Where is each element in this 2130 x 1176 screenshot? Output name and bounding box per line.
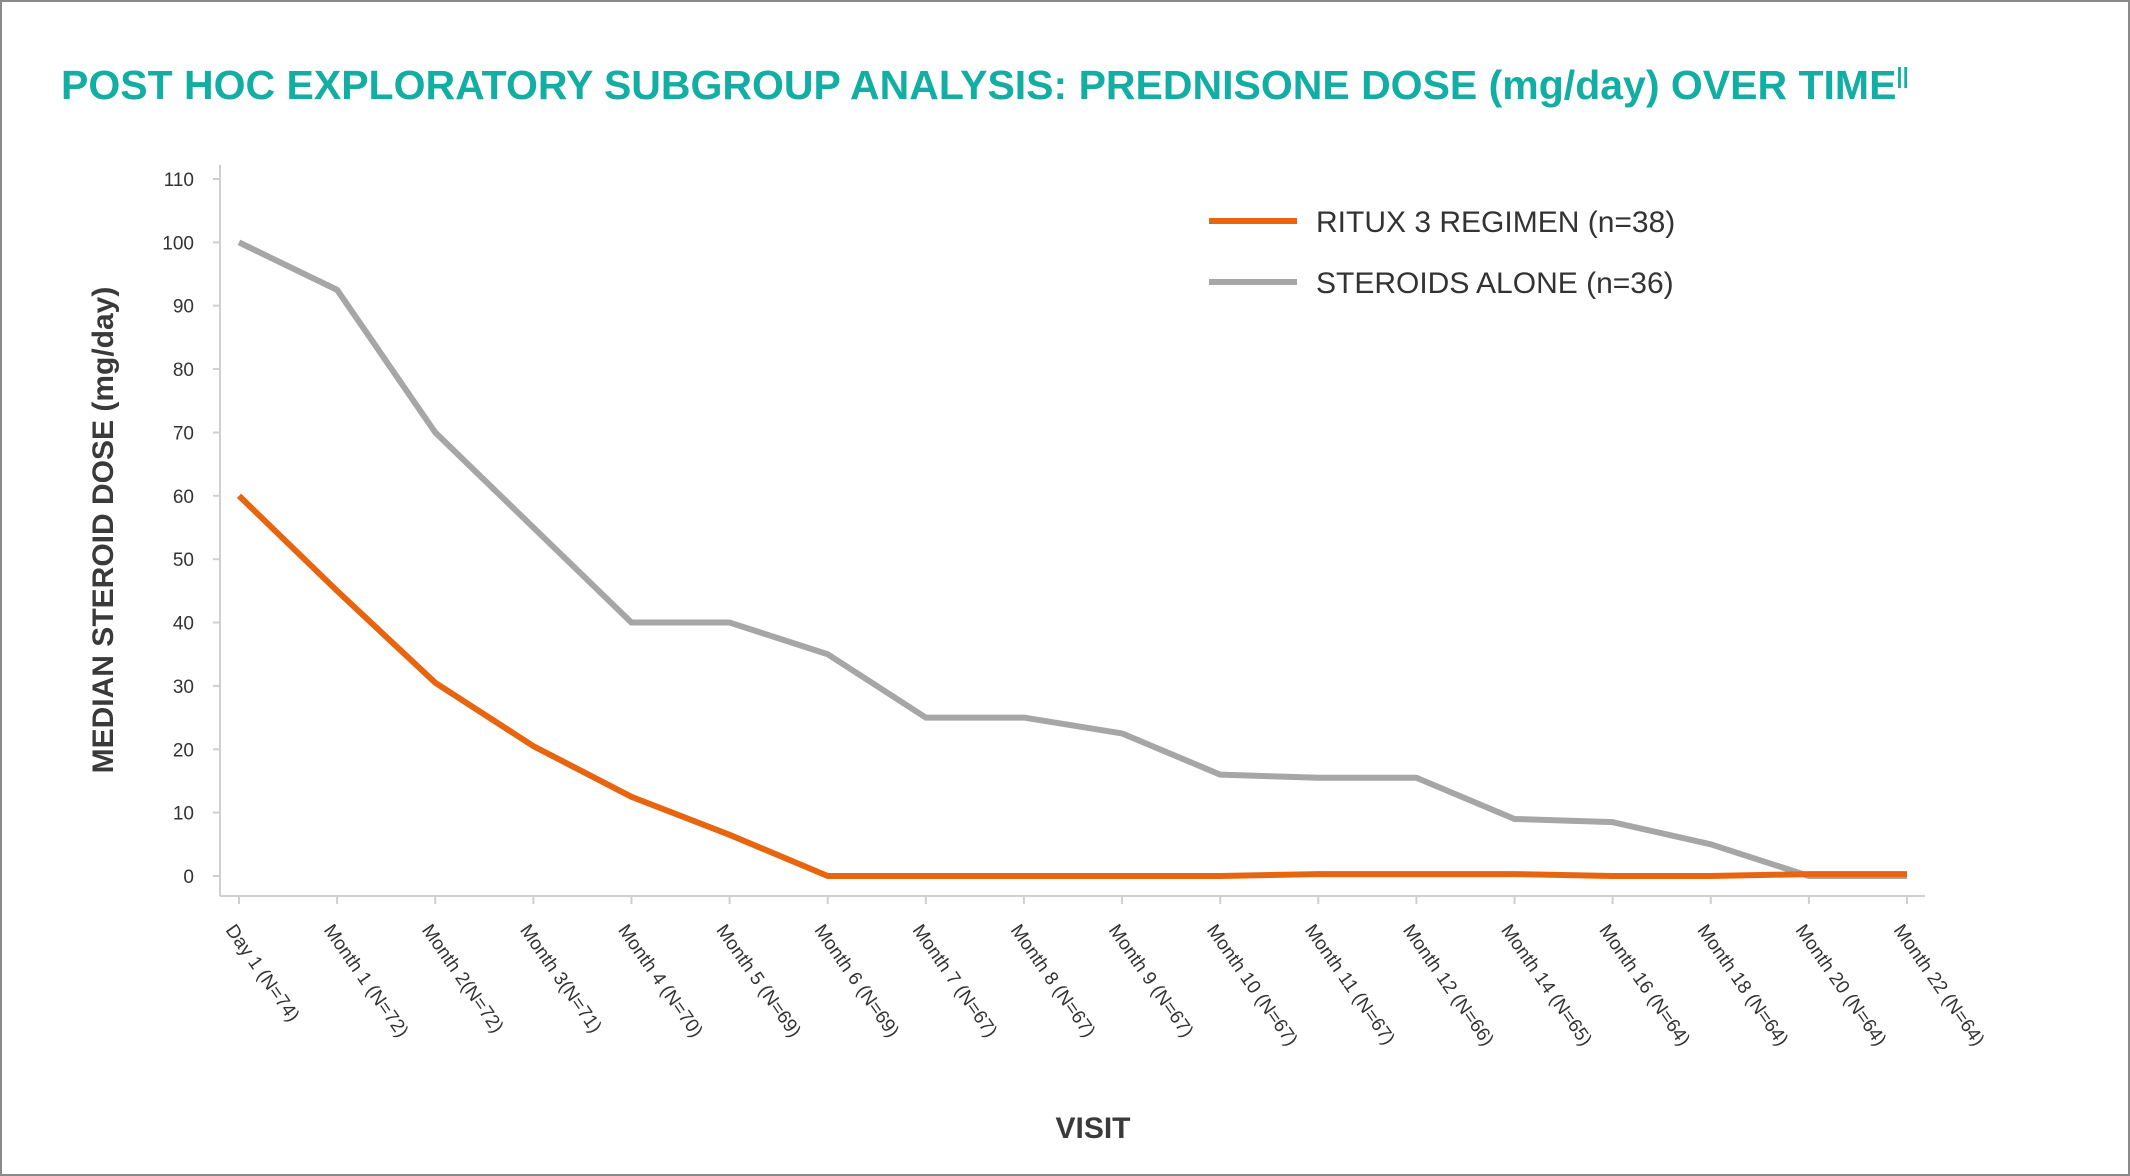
y-tick-label: 60 xyxy=(173,487,194,508)
y-tick-label: 30 xyxy=(173,677,194,698)
x-tick-label: Month 11 (N=67) xyxy=(1300,921,1398,1049)
x-tick-label: Month 18 (N=64) xyxy=(1693,921,1792,1050)
x-tick-label: Month 4 (N=70) xyxy=(613,921,706,1042)
y-tick-label: 20 xyxy=(173,740,194,761)
x-tick-label: Day 1 (N=74) xyxy=(221,921,303,1026)
chart-title: POST HOC EXPLORATORY SUBGROUP ANALYSIS: … xyxy=(61,62,1909,108)
y-tick-label: 100 xyxy=(162,233,194,254)
x-axis-label: VISIT xyxy=(1055,1112,1130,1145)
x-tick-label: Month 10 (N=67) xyxy=(1202,921,1301,1050)
y-tick-label: 50 xyxy=(173,550,194,571)
series-line xyxy=(237,239,1907,879)
x-tick-label: Month 22 (N=64) xyxy=(1889,921,1988,1050)
y-tick-label: 70 xyxy=(173,423,194,444)
series-line xyxy=(236,493,1907,879)
x-tick-label: Month 1 (N=72) xyxy=(319,921,412,1042)
x-tick-label: Month 6 (N=69) xyxy=(810,921,903,1042)
y-tick-label: 110 xyxy=(164,170,194,191)
x-tick-label: Month 16 (N=64) xyxy=(1595,921,1694,1050)
x-tick-label: Month 5 (N=69) xyxy=(711,921,804,1042)
y-tick-label: 10 xyxy=(173,804,194,825)
x-tick-label: Month 2(N=72) xyxy=(417,921,507,1037)
x-tick-label: Month 8 (N=67) xyxy=(1006,921,1099,1042)
x-tick-label: Month 20 (N=64) xyxy=(1791,921,1890,1050)
y-axis-label: MEDIAN STEROID DOSE (mg/day) xyxy=(87,287,120,774)
legend-label: STEROIDS ALONE (n=36) xyxy=(1316,267,1674,300)
y-tick-label: 90 xyxy=(173,297,194,318)
legend-label: RITUX 3 REGIMEN (n=38) xyxy=(1316,206,1675,239)
y-tick-label: 80 xyxy=(173,360,194,381)
x-tick-label: Month 12 (N=66) xyxy=(1398,921,1497,1050)
x-tick-label: Month 14 (N=65) xyxy=(1496,921,1595,1050)
x-tick-label: Month 9 (N=67) xyxy=(1104,921,1197,1042)
y-tick-label: 0 xyxy=(183,867,194,888)
y-tick-label: 40 xyxy=(173,614,194,635)
x-tick-label: Month 3(N=71) xyxy=(515,921,605,1037)
x-tick-label: Month 7 (N=67) xyxy=(908,921,1001,1042)
